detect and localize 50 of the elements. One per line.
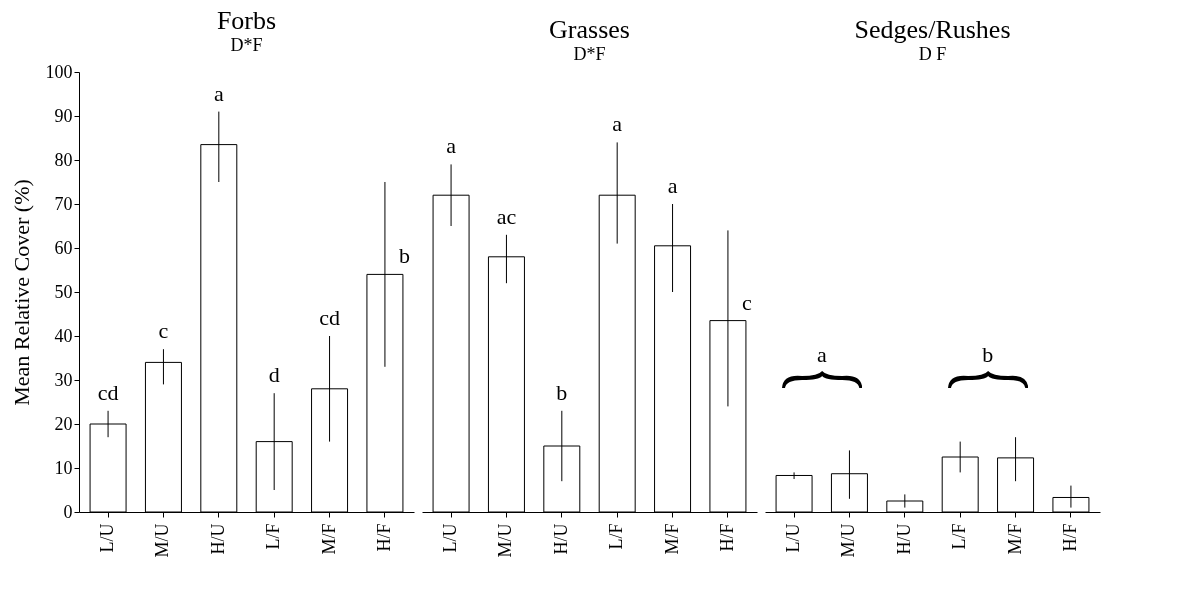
data-label: ac xyxy=(496,203,517,229)
y-tick-label: 90 xyxy=(54,105,73,126)
x-tick-label: M/F xyxy=(318,523,339,555)
data-label: a xyxy=(446,133,457,159)
x-tick-label: M/U xyxy=(495,523,516,558)
x-tick-label: L/F xyxy=(263,523,284,550)
y-tick-label: 60 xyxy=(54,237,73,258)
y-tick-label: 80 xyxy=(54,149,73,170)
x-tick-label: L/U xyxy=(783,523,804,553)
chart-subtitle: D*F xyxy=(230,35,263,55)
chart-title: Sedges/Rushes xyxy=(854,15,1011,44)
data-label: c xyxy=(741,289,752,315)
data-label: cd xyxy=(97,379,119,405)
data-label: a xyxy=(213,80,224,106)
x-tick-label: H/F xyxy=(373,523,394,552)
x-tick-label: M/U xyxy=(838,523,859,558)
chart-title: Grasses xyxy=(549,15,630,44)
y-tick-label: 30 xyxy=(54,369,73,390)
y-axis-title: Mean Relative Cover (%) xyxy=(8,179,34,406)
x-tick-label: L/F xyxy=(949,523,970,550)
y-tick-label: 100 xyxy=(45,61,73,82)
data-label: cd xyxy=(319,305,340,330)
data-label: a xyxy=(667,173,678,198)
y-tick-label: 70 xyxy=(54,193,73,214)
y-tick-label: 10 xyxy=(54,457,73,478)
x-tick-label: L/U xyxy=(440,523,461,553)
x-tick-label: L/U xyxy=(97,523,118,553)
x-tick-label: H/F xyxy=(1059,523,1080,552)
y-tick-label: 50 xyxy=(54,281,73,302)
y-tick-label: 0 xyxy=(63,501,73,522)
chart-subtitle: D*F xyxy=(573,44,606,64)
y-tick-label: 20 xyxy=(54,413,73,434)
x-tick-label: M/F xyxy=(1004,523,1025,555)
data-label: b xyxy=(556,379,568,405)
chart-title: Forbs xyxy=(216,6,277,35)
data-label: c xyxy=(158,318,169,344)
data-label: a xyxy=(612,111,623,137)
data-label: b xyxy=(398,243,410,269)
x-tick-label: M/F xyxy=(661,523,682,555)
x-tick-label: H/U xyxy=(893,523,914,555)
chart-subtitle: D F xyxy=(918,44,947,64)
x-tick-label: M/U xyxy=(152,523,173,558)
data-label: d xyxy=(268,362,280,388)
annotation: a xyxy=(816,341,827,367)
x-tick-label: H/F xyxy=(716,523,737,552)
annotation: b xyxy=(982,341,994,367)
x-tick-label: H/U xyxy=(207,523,228,555)
x-tick-label: L/F xyxy=(606,523,627,550)
x-tick-label: H/U xyxy=(550,523,571,555)
y-tick-label: 40 xyxy=(54,325,73,346)
